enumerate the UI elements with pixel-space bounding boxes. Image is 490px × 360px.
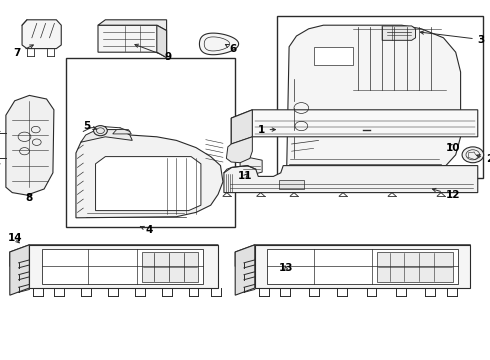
Text: 3: 3 <box>420 31 485 45</box>
Polygon shape <box>377 252 453 282</box>
Polygon shape <box>231 110 478 144</box>
Text: 10: 10 <box>446 143 461 153</box>
Polygon shape <box>235 245 255 295</box>
Text: 9: 9 <box>135 44 171 62</box>
Polygon shape <box>98 25 167 58</box>
Circle shape <box>94 126 107 136</box>
Polygon shape <box>382 26 416 40</box>
Text: 11: 11 <box>238 171 252 181</box>
Polygon shape <box>98 20 167 31</box>
Polygon shape <box>42 249 203 284</box>
Polygon shape <box>81 130 132 142</box>
Text: 13: 13 <box>278 263 293 273</box>
Polygon shape <box>287 25 461 171</box>
Polygon shape <box>235 245 470 266</box>
Polygon shape <box>113 130 131 134</box>
Polygon shape <box>10 245 218 266</box>
Polygon shape <box>29 245 218 288</box>
Circle shape <box>462 147 484 163</box>
Text: 5: 5 <box>83 121 97 131</box>
Text: 2: 2 <box>477 154 490 164</box>
Polygon shape <box>314 47 353 65</box>
Text: 1: 1 <box>257 125 275 135</box>
Polygon shape <box>6 95 54 195</box>
Polygon shape <box>240 158 262 175</box>
Bar <box>277 16 483 178</box>
Polygon shape <box>226 137 252 163</box>
Text: 4: 4 <box>140 225 153 235</box>
Text: 8: 8 <box>26 193 33 203</box>
Polygon shape <box>267 249 458 284</box>
Text: 12: 12 <box>433 188 461 200</box>
Polygon shape <box>199 33 239 55</box>
Polygon shape <box>224 166 478 193</box>
Polygon shape <box>255 245 470 288</box>
Polygon shape <box>279 180 304 189</box>
Polygon shape <box>231 110 252 144</box>
Polygon shape <box>10 245 29 295</box>
Polygon shape <box>157 25 167 58</box>
Text: 7: 7 <box>13 45 33 58</box>
Bar <box>66 58 235 227</box>
Text: 6: 6 <box>225 44 237 54</box>
Polygon shape <box>142 252 198 282</box>
Polygon shape <box>22 20 61 49</box>
Polygon shape <box>76 130 223 218</box>
Polygon shape <box>96 157 201 211</box>
Text: 14: 14 <box>7 233 22 243</box>
